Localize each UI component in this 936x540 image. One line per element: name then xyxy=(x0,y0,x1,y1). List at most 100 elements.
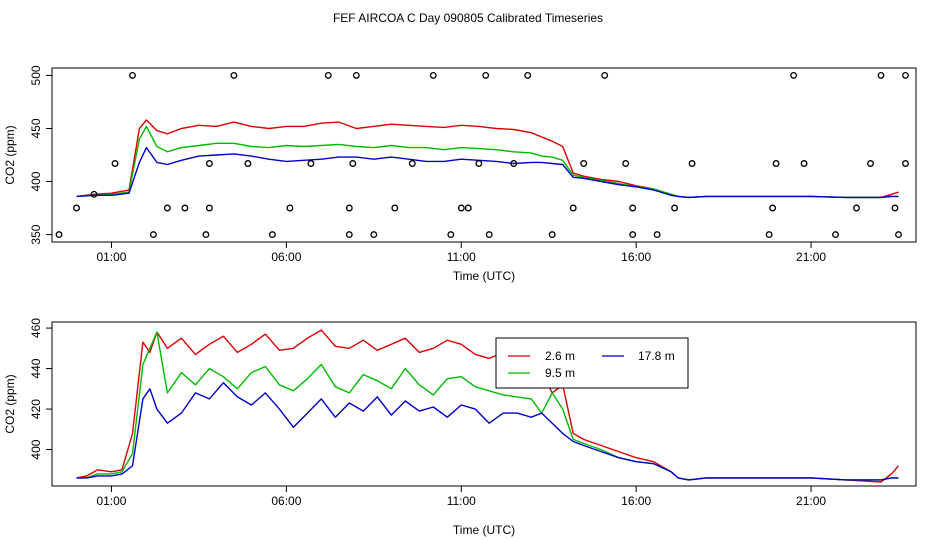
marker-circle xyxy=(769,204,777,212)
marker-circle xyxy=(510,160,518,167)
marker-circle xyxy=(482,71,490,79)
marker-circle xyxy=(230,71,238,79)
marker-circle xyxy=(111,160,119,167)
marker-circle xyxy=(391,204,399,212)
marker-circle xyxy=(464,204,472,212)
marker-circle xyxy=(790,71,798,79)
top-x-tick-label: 16:00 xyxy=(621,250,651,264)
bottom-y-axis-label: CO2 (ppm) xyxy=(3,374,17,433)
marker-circle xyxy=(622,160,630,167)
marker-circle xyxy=(268,231,276,239)
marker-circle xyxy=(129,71,136,79)
panel-top-frame xyxy=(51,67,917,243)
bottom-x-tick-label: 21:00 xyxy=(796,494,826,508)
marker-circle xyxy=(653,231,661,239)
marker-circle xyxy=(475,160,483,167)
marker-circle xyxy=(345,204,353,212)
marker-circle xyxy=(205,204,213,212)
bottom-y-tick-label: 400 xyxy=(29,439,43,459)
legend-box xyxy=(495,337,689,389)
marker-circle xyxy=(349,160,357,167)
marker-circle xyxy=(902,71,909,79)
marker-circle xyxy=(671,204,679,212)
marker-circle xyxy=(286,204,294,212)
marker-circle xyxy=(853,204,860,212)
top-y-tick-label: 400 xyxy=(29,171,43,191)
marker-circle xyxy=(891,204,899,212)
bottom-series-line-2 xyxy=(76,382,899,481)
top-x-axis-label: Time (UTC) xyxy=(453,269,515,283)
bottom-y-axis: 400 420 440 460 xyxy=(29,318,52,460)
marker-circle xyxy=(370,231,378,239)
marker-circle xyxy=(324,71,332,79)
legend-label-2-6m: 2.6 m xyxy=(545,349,575,363)
marker-circle xyxy=(457,204,465,212)
top-x-tick-label: 21:00 xyxy=(796,250,826,264)
top-y-axis-label: CO2 (ppm) xyxy=(3,125,17,184)
marker-circle xyxy=(867,160,874,167)
marker-circle xyxy=(548,231,556,239)
top-plot-area xyxy=(55,71,909,239)
marker-circle xyxy=(832,231,839,239)
bottom-y-tick-label: 460 xyxy=(29,318,43,338)
marker-circle xyxy=(601,71,609,79)
marker-circle xyxy=(877,71,885,79)
marker-circle xyxy=(352,71,360,79)
marker-circle xyxy=(772,160,780,167)
panel-bottom-frame xyxy=(51,321,917,487)
chart-title: FEF AIRCOA C Day 090805 Calibrated Times… xyxy=(333,11,603,25)
marker-circle xyxy=(580,160,588,167)
top-y-tick-label: 450 xyxy=(29,118,43,138)
bottom-y-tick-label: 420 xyxy=(29,399,43,419)
marker-circle xyxy=(55,231,63,239)
marker-circle xyxy=(181,204,189,212)
panel-top: 01:00 06:00 11:00 16:00 21:00 350 400 450 500 T… xyxy=(3,65,917,283)
bottom-series-line-0 xyxy=(76,329,900,483)
legend: 2.6 m 9.5 m 17.8 m xyxy=(495,337,689,389)
legend-label-17-8m: 17.8 m xyxy=(638,349,675,363)
marker-circle xyxy=(163,204,171,212)
marker-circle xyxy=(524,71,532,79)
top-series-line-1 xyxy=(76,125,899,199)
legend-label-9-5m: 9.5 m xyxy=(545,366,575,380)
top-x-tick-label: 11:00 xyxy=(447,250,476,264)
top-y-axis: 350 400 450 500 xyxy=(29,65,52,245)
top-series-line-0 xyxy=(76,119,899,199)
bottom-x-tick-label: 01:00 xyxy=(96,494,126,508)
bottom-x-axis: 01:00 06:00 11:00 16:00 21:00 xyxy=(96,486,826,508)
marker-circle xyxy=(73,204,80,212)
bottom-x-axis-label: Time (UTC) xyxy=(453,523,515,537)
marker-circle xyxy=(629,204,637,212)
bottom-plot-area xyxy=(76,329,900,483)
marker-circle xyxy=(485,231,493,239)
marker-circle xyxy=(629,231,637,239)
marker-circle xyxy=(408,160,416,167)
bottom-series-line-1 xyxy=(76,331,899,481)
marker-circle xyxy=(205,160,213,167)
marker-circle xyxy=(244,160,252,167)
marker-circle xyxy=(902,160,909,167)
top-x-tick-label: 06:00 xyxy=(271,250,301,264)
marker-circle xyxy=(800,160,808,167)
marker-circle xyxy=(90,190,98,198)
marker-circle xyxy=(149,231,157,239)
marker-circle xyxy=(569,204,577,212)
top-y-tick-label: 350 xyxy=(29,224,43,244)
bottom-x-tick-label: 11:00 xyxy=(447,494,476,508)
top-y-tick-label: 500 xyxy=(29,65,43,85)
bottom-x-tick-label: 06:00 xyxy=(271,494,301,508)
top-x-axis: 01:00 06:00 11:00 16:00 21:00 xyxy=(96,242,826,264)
marker-circle xyxy=(895,231,902,239)
marker-circle xyxy=(447,231,455,239)
marker-circle xyxy=(345,231,353,239)
marker-circle xyxy=(429,71,437,79)
top-x-tick-label: 01:00 xyxy=(96,250,126,264)
marker-circle xyxy=(765,231,773,239)
marker-circle xyxy=(307,160,315,167)
panel-bottom: 01:00 06:00 11:00 16:00 21:00 400 420 440 460 T… xyxy=(3,318,917,537)
top-series-line-2 xyxy=(76,146,899,199)
marker-circle xyxy=(202,231,210,239)
marker-circle xyxy=(688,160,696,167)
bottom-y-tick-label: 440 xyxy=(29,358,43,378)
